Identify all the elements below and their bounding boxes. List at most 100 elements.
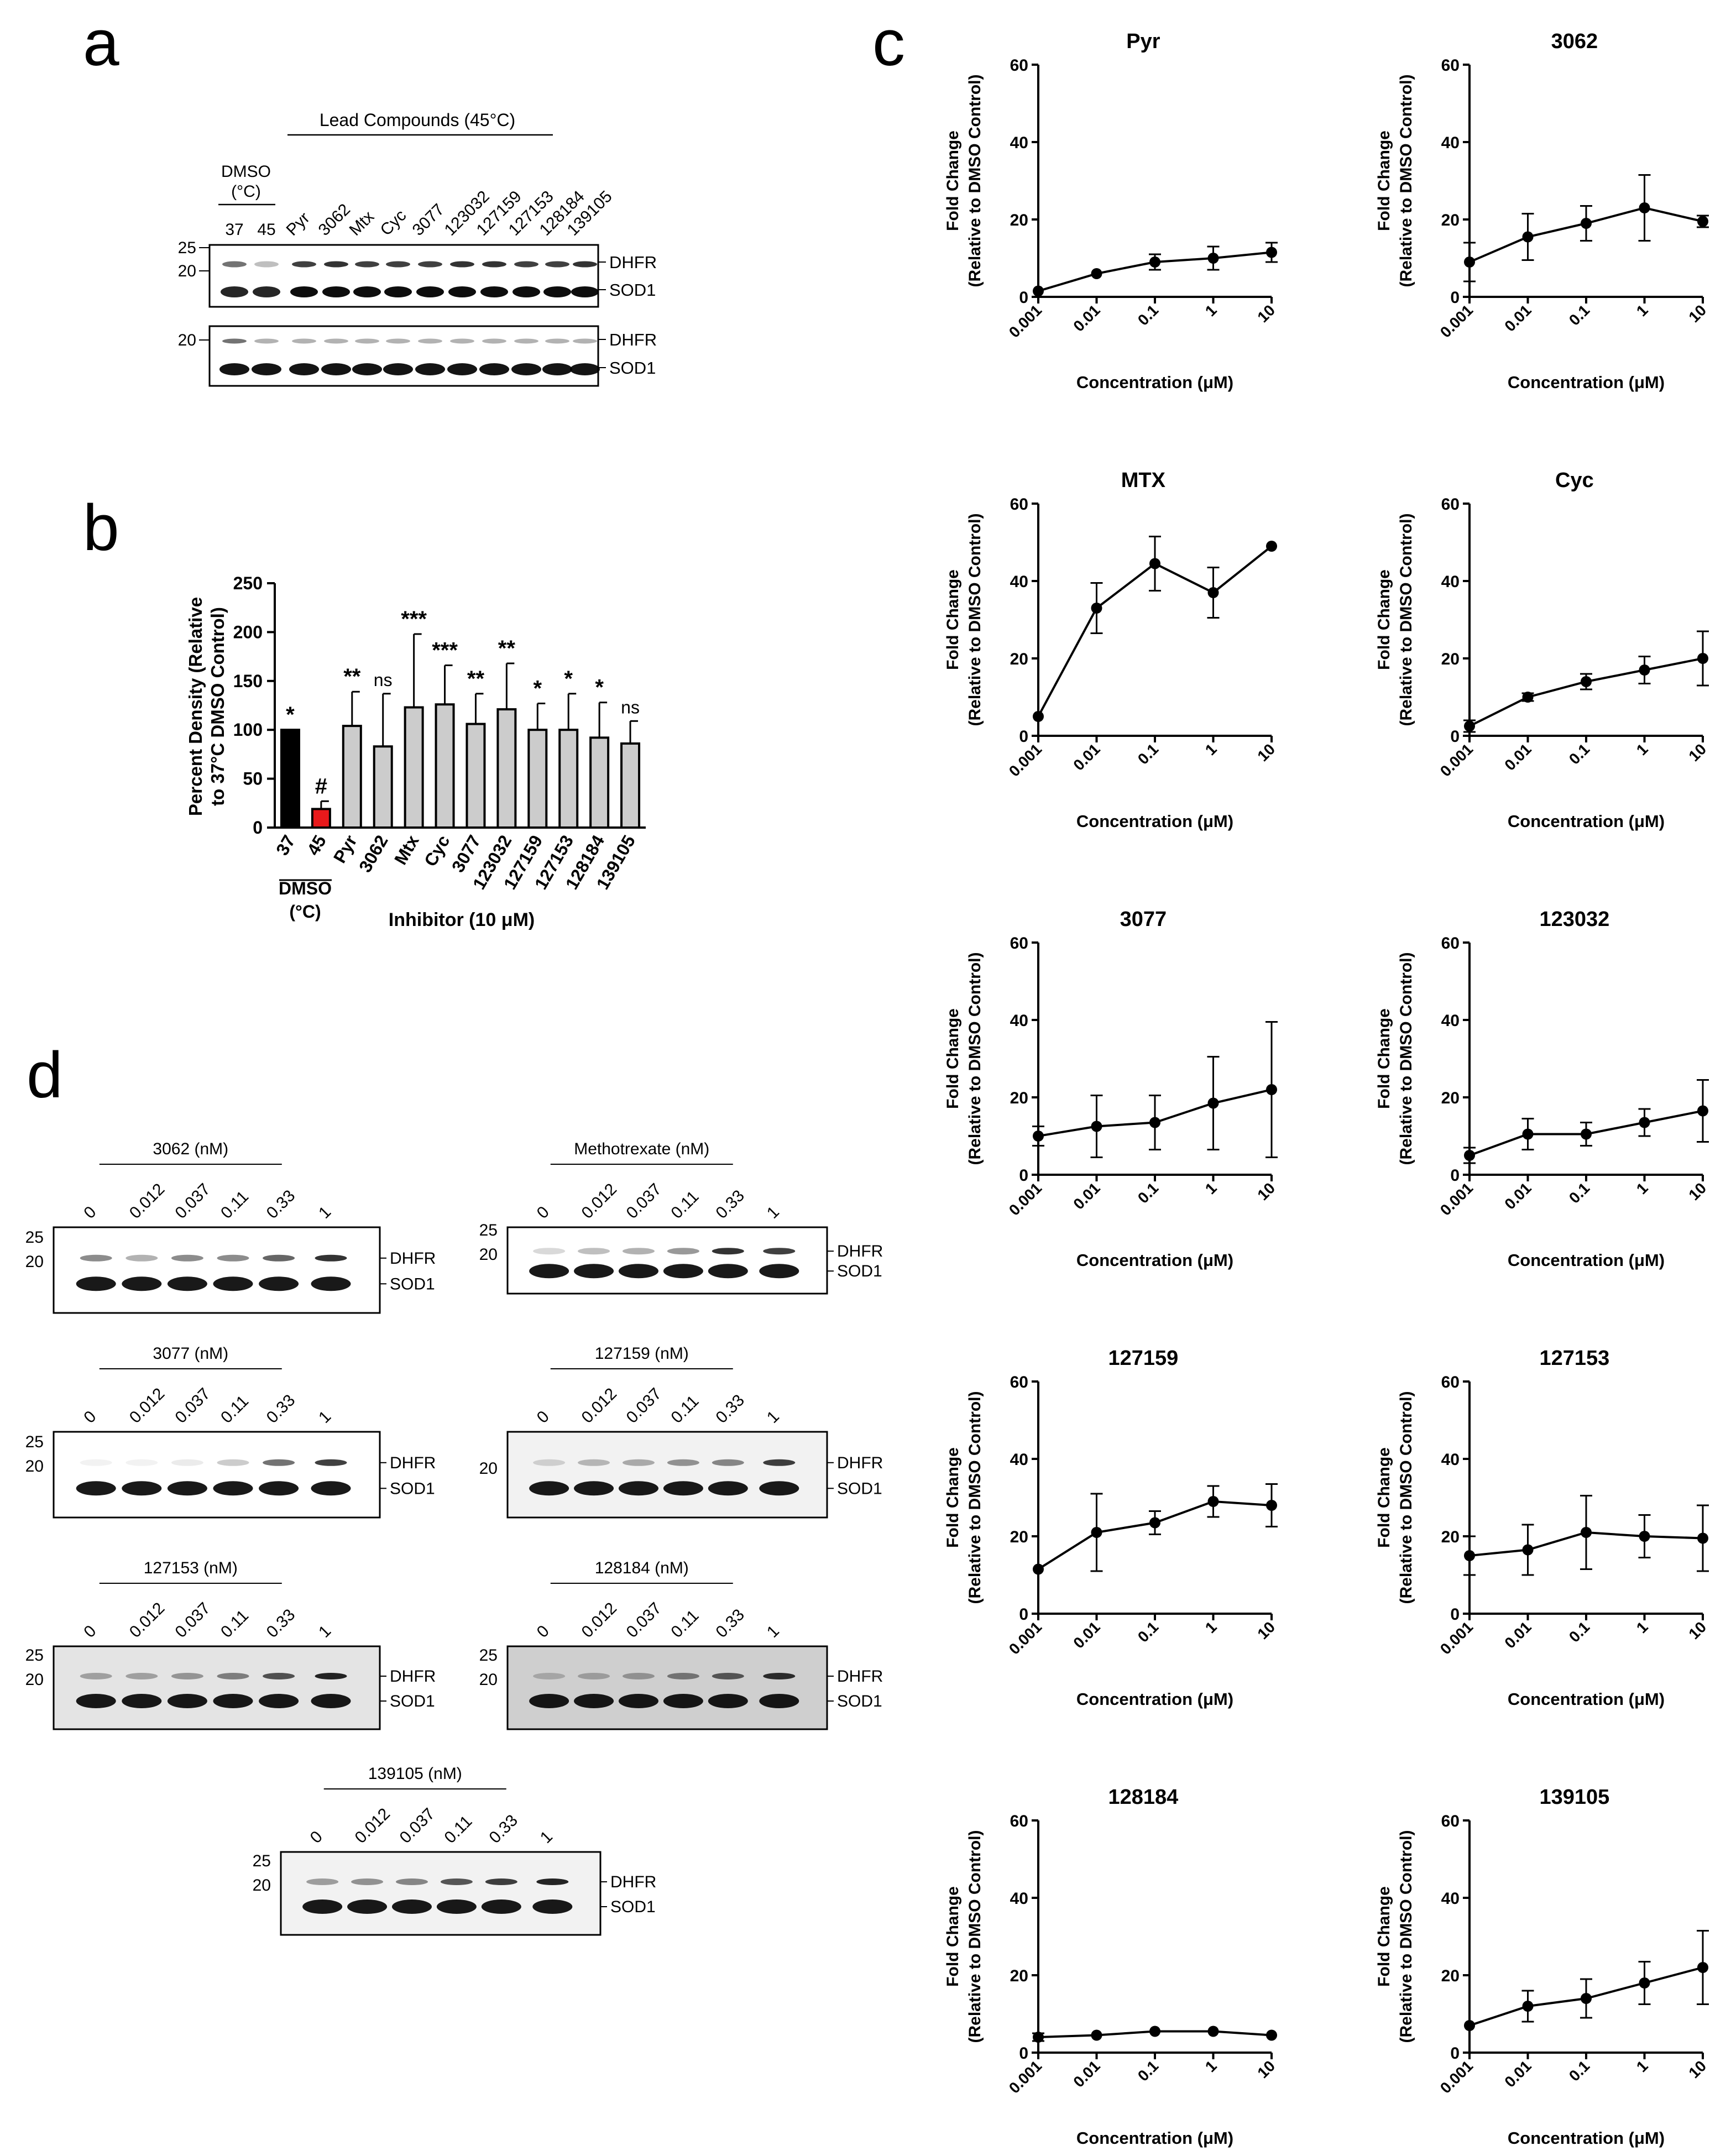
significance-label: ***: [432, 639, 458, 663]
x-tick-label: 10: [1254, 1618, 1278, 1642]
sod1-band: [481, 1899, 521, 1914]
sod1-band: [759, 1694, 799, 1708]
y-axis-label: Fold Change: [944, 1886, 962, 1987]
y-tick-label: 0: [1450, 1605, 1460, 1624]
dhfr-band: [545, 338, 569, 344]
x-axis-label: Concentration (μM): [1508, 812, 1665, 831]
data-point: [1639, 202, 1650, 213]
dhfr-band: [171, 1254, 203, 1262]
y-axis-label: to 37°C DMSO Control): [207, 607, 228, 806]
dhfr-band: [667, 1459, 699, 1466]
concentration-label: 0.11: [668, 1392, 703, 1427]
dhfr-band: [254, 338, 279, 344]
sod1-band: [391, 1899, 432, 1914]
sod1-band: [570, 363, 600, 375]
concentration-label: 1: [315, 1622, 334, 1641]
sod1-band: [311, 1276, 351, 1291]
mw-marker: 20: [25, 1671, 44, 1689]
sod1-band: [259, 1694, 299, 1708]
y-tick-label: 150: [233, 671, 263, 691]
dhfr-band: [763, 1459, 796, 1466]
chart-title: 128184: [1108, 1786, 1178, 1809]
y-tick-label: 60: [1010, 1373, 1028, 1391]
y-tick-label: 60: [1010, 56, 1028, 75]
line-chart-MTX: MTX 0 20 40 60 Fold Change (Relative to DMSO C…: [944, 469, 1278, 831]
data-point: [1697, 1962, 1708, 1973]
x-tick-label: Mtx: [390, 831, 423, 868]
band-label: DHFR: [837, 1454, 883, 1472]
data-point: [1464, 257, 1475, 268]
mw-marker: 25: [25, 1433, 44, 1451]
blot-title: 3077 (nM): [153, 1344, 228, 1363]
dhfr-band: [573, 338, 597, 344]
lane-label: 37: [225, 221, 243, 239]
data-point: [1464, 1550, 1475, 1561]
data-point: [1522, 231, 1534, 243]
chart-title: Pyr: [1126, 30, 1160, 53]
concentration-label: 0.33: [712, 1605, 748, 1641]
band-label: SOD1: [610, 1898, 656, 1916]
x-tick-label: 1: [1202, 1179, 1220, 1197]
bar: [435, 703, 455, 829]
bar: [589, 736, 610, 829]
x-tick-label: 10: [1685, 2057, 1709, 2081]
y-tick-label: 60: [1441, 1812, 1460, 1830]
dhfr-band: [125, 1459, 158, 1466]
data-point: [1639, 1977, 1650, 1988]
y-axis-label: Percent Density (Relative: [185, 597, 206, 816]
y-tick-label: 0: [1450, 728, 1460, 746]
lane-label: 3062: [315, 200, 354, 239]
dhfr-band: [125, 1254, 158, 1262]
y-axis-label: (Relative to DMSO Control): [1397, 74, 1415, 287]
sod1-band: [213, 1481, 253, 1496]
significance-label: ***: [401, 607, 427, 631]
chart-title: 3062: [1551, 30, 1598, 53]
y-tick-label: 20: [1441, 211, 1460, 229]
mw-marker: 25: [25, 1646, 44, 1665]
dhfr-band: [712, 1673, 744, 1679]
sod1-band: [384, 286, 412, 297]
y-tick-label: 60: [1010, 495, 1028, 514]
titration-blot: 127153 (nM) 0 0.012 0.037 0.11 0.33 1 25 20 DHFR S…: [25, 1559, 436, 1730]
data-point: [1464, 2020, 1475, 2031]
sod1-band: [759, 1481, 799, 1496]
dhfr-band: [222, 261, 247, 268]
sod1-band: [512, 286, 540, 297]
dhfr-band: [533, 1673, 566, 1679]
titration-blot: 139105 (nM) 0 0.012 0.037 0.11 0.33 1 25 20 DHFR S…: [253, 1765, 656, 1936]
y-axis-label: (Relative to DMSO Control): [1397, 513, 1415, 726]
sod1-band: [259, 1481, 299, 1496]
y-axis-label: Fold Change: [1375, 130, 1393, 231]
y-tick-label: 20: [1010, 211, 1028, 229]
y-tick-label: 0: [1450, 1166, 1460, 1185]
concentration-label: 0.012: [352, 1805, 394, 1847]
line-chart-127159: 127159 0 20 40 60 Fold Change (Relative to DMS…: [944, 1347, 1278, 1709]
dhfr-band: [222, 338, 247, 344]
sod1-band: [448, 286, 476, 297]
x-tick-label: 10: [1685, 1179, 1709, 1203]
x-tick-label: 10: [1685, 740, 1709, 765]
dmso-label: DMSO: [221, 163, 271, 181]
concentration-label: 1: [315, 1407, 334, 1427]
y-tick-label: 40: [1441, 573, 1460, 591]
dhfr-band: [263, 1254, 295, 1262]
data-point: [1581, 218, 1592, 229]
data-point: [1522, 2001, 1534, 2012]
x-tick-label: 10: [1254, 740, 1278, 765]
data-point: [1207, 1097, 1219, 1109]
series-line: [1469, 657, 1703, 728]
dhfr-band: [533, 1459, 566, 1466]
x-axis-label: Concentration (μM): [1076, 812, 1233, 831]
dhfr-band: [395, 1878, 428, 1885]
dhfr-band: [578, 1248, 610, 1255]
blot-title: 127159 (nM): [595, 1344, 689, 1363]
line-chart-3077: 3077 0 20 40 60 Fold Change (Relative to DMSO …: [944, 908, 1278, 1270]
line-chart-Cyc: Cyc 0 20 40 60 Fold Change (Relative to DMSO C…: [1375, 469, 1709, 831]
sod1-band: [311, 1481, 351, 1496]
y-tick-label: 100: [233, 720, 263, 740]
significance-label: *: [595, 676, 604, 700]
concentration-label: 0.33: [485, 1811, 521, 1847]
y-tick-label: 20: [1010, 1528, 1028, 1546]
x-tick-label: 0.001: [1437, 301, 1476, 341]
data-point: [1033, 1131, 1044, 1142]
